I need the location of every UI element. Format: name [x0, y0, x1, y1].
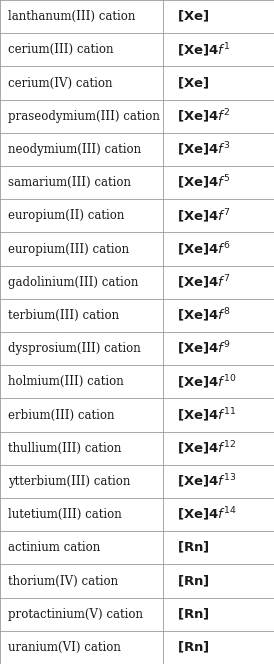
Text: lutetium(III) cation: lutetium(III) cation	[8, 508, 122, 521]
Text: samarium(III) cation: samarium(III) cation	[8, 176, 131, 189]
Text: $\mathbf{[Rn]}$: $\mathbf{[Rn]}$	[177, 540, 209, 555]
Text: dysprosium(III) cation: dysprosium(III) cation	[8, 342, 141, 355]
Text: $\mathbf{[Xe]4}\mathit{f}^{14}$: $\mathbf{[Xe]4}\mathit{f}^{14}$	[177, 506, 236, 523]
Text: $\mathbf{[Xe]4}\mathit{f}^{11}$: $\mathbf{[Xe]4}\mathit{f}^{11}$	[177, 406, 236, 424]
Text: thullium(III) cation: thullium(III) cation	[8, 442, 122, 455]
Text: $\mathbf{[Xe]4}\mathit{f}^{7}$: $\mathbf{[Xe]4}\mathit{f}^{7}$	[177, 207, 230, 224]
Text: $\mathbf{[Xe]4}\mathit{f}^{6}$: $\mathbf{[Xe]4}\mathit{f}^{6}$	[177, 240, 230, 258]
Text: gadolinium(III) cation: gadolinium(III) cation	[8, 276, 139, 289]
Text: $\mathbf{[Xe]4}\mathit{f}^{3}$: $\mathbf{[Xe]4}\mathit{f}^{3}$	[177, 141, 230, 158]
Text: europium(II) cation: europium(II) cation	[8, 209, 125, 222]
Text: europium(III) cation: europium(III) cation	[8, 242, 129, 256]
Text: terbium(III) cation: terbium(III) cation	[8, 309, 119, 322]
Text: $\mathbf{[Xe]4}\mathit{f}^{7}$: $\mathbf{[Xe]4}\mathit{f}^{7}$	[177, 274, 230, 291]
Text: protactinium(V) cation: protactinium(V) cation	[8, 608, 143, 621]
Text: $\mathbf{[Xe]4}\mathit{f}^{10}$: $\mathbf{[Xe]4}\mathit{f}^{10}$	[177, 373, 236, 390]
Text: $\mathbf{[Xe]4}\mathit{f}^{9}$: $\mathbf{[Xe]4}\mathit{f}^{9}$	[177, 340, 230, 357]
Text: cerium(IV) cation: cerium(IV) cation	[8, 76, 113, 90]
Text: ytterbium(III) cation: ytterbium(III) cation	[8, 475, 131, 488]
Text: $\mathbf{[Xe]4}\mathit{f}^{2}$: $\mathbf{[Xe]4}\mathit{f}^{2}$	[177, 108, 230, 125]
Text: $\mathbf{[Xe]4}\mathit{f}^{5}$: $\mathbf{[Xe]4}\mathit{f}^{5}$	[177, 174, 230, 191]
Text: $\mathbf{[Xe]}$: $\mathbf{[Xe]}$	[177, 76, 209, 90]
Text: neodymium(III) cation: neodymium(III) cation	[8, 143, 141, 156]
Text: $\mathbf{[Rn]}$: $\mathbf{[Rn]}$	[177, 574, 209, 588]
Text: uranium(VI) cation: uranium(VI) cation	[8, 641, 121, 654]
Text: cerium(III) cation: cerium(III) cation	[8, 43, 114, 56]
Text: $\mathbf{[Xe]4}\mathit{f}^{1}$: $\mathbf{[Xe]4}\mathit{f}^{1}$	[177, 41, 230, 58]
Text: $\mathbf{[Xe]4}\mathit{f}^{8}$: $\mathbf{[Xe]4}\mathit{f}^{8}$	[177, 307, 230, 324]
Text: praseodymium(III) cation: praseodymium(III) cation	[8, 110, 160, 123]
Text: actinium cation: actinium cation	[8, 541, 101, 554]
Text: $\mathbf{[Rn]}$: $\mathbf{[Rn]}$	[177, 607, 209, 622]
Text: $\mathbf{[Xe]}$: $\mathbf{[Xe]}$	[177, 9, 209, 24]
Text: $\mathbf{[Xe]4}\mathit{f}^{12}$: $\mathbf{[Xe]4}\mathit{f}^{12}$	[177, 440, 236, 457]
Text: thorium(IV) cation: thorium(IV) cation	[8, 574, 118, 588]
Text: lanthanum(III) cation: lanthanum(III) cation	[8, 10, 136, 23]
Text: holmium(III) cation: holmium(III) cation	[8, 375, 124, 388]
Text: erbium(III) cation: erbium(III) cation	[8, 408, 115, 422]
Text: $\mathbf{[Xe]4}\mathit{f}^{13}$: $\mathbf{[Xe]4}\mathit{f}^{13}$	[177, 473, 236, 490]
Text: $\mathbf{[Rn]}$: $\mathbf{[Rn]}$	[177, 640, 209, 655]
